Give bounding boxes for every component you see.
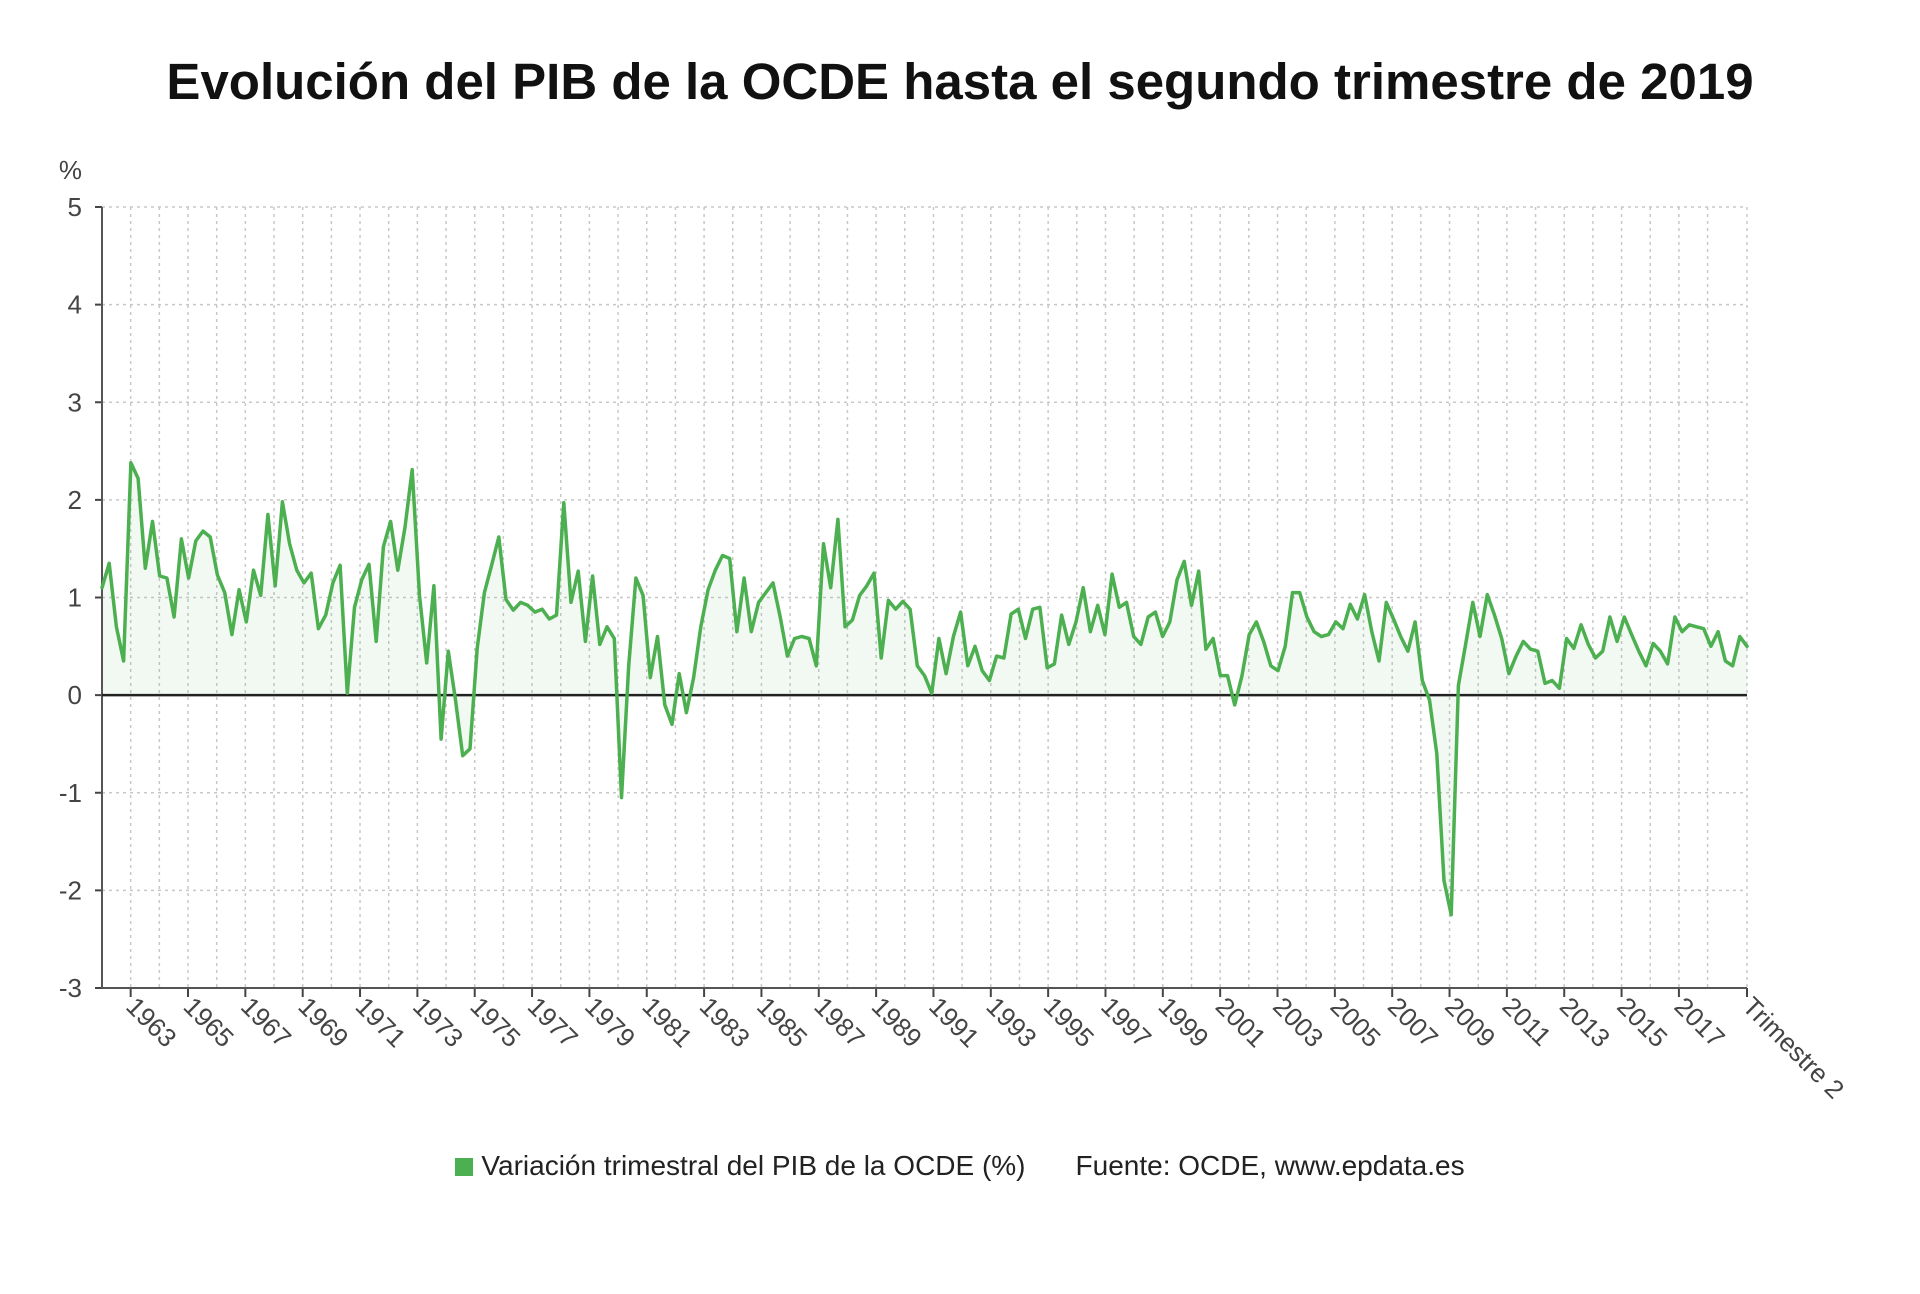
- series-line-group: [100, 461, 1749, 917]
- x-tick-label: 1987: [809, 991, 871, 1053]
- y-tick-label: 5: [68, 192, 82, 222]
- legend-swatch: [455, 1158, 474, 1176]
- legend: Variación trimestral del PIB de la OCDE …: [0, 1150, 1920, 1182]
- y-axis-label: %: [59, 155, 82, 185]
- chart-title: Evolución del PIB de la OCDE hasta el se…: [166, 53, 1754, 110]
- x-tick-label: Trimestre 2: [1737, 991, 1850, 1104]
- x-tick-label: 1973: [407, 991, 469, 1053]
- x-tick-label: 1967: [235, 991, 297, 1053]
- area-fill: [102, 462, 1747, 915]
- x-tick-label: 2001: [1210, 991, 1272, 1053]
- x-tick-label: 1999: [1153, 991, 1215, 1053]
- x-tick-label: 2005: [1325, 991, 1387, 1053]
- x-tick-label: 1993: [981, 991, 1043, 1053]
- x-tick-label: 1965: [178, 991, 240, 1053]
- x-tick-label: 2015: [1611, 991, 1673, 1053]
- x-tick-label: 1989: [866, 991, 928, 1053]
- x-tick-label: 1981: [637, 991, 699, 1053]
- x-tick-label: 2007: [1382, 991, 1444, 1053]
- x-tick-label: 1977: [522, 991, 584, 1053]
- grid: [102, 206, 1748, 989]
- y-tick-label: -3: [59, 973, 82, 1003]
- x-tick-label: 2003: [1267, 991, 1329, 1053]
- series-area: [102, 462, 1747, 915]
- x-tick-label: 1969: [292, 991, 354, 1053]
- y-tick-label: -2: [59, 875, 82, 905]
- y-tick-label: 0: [68, 680, 82, 710]
- x-tick-label: 1963: [120, 991, 182, 1053]
- y-tick-label: 2: [68, 485, 82, 515]
- y-tick-label: 1: [68, 583, 82, 613]
- legend-label: Variación trimestral del PIB de la OCDE …: [481, 1150, 1026, 1181]
- x-tick-label: 1995: [1038, 991, 1100, 1053]
- y-tick-label: -1: [59, 778, 82, 808]
- x-tick-label: 1971: [350, 991, 412, 1053]
- axes: [95, 206, 1748, 997]
- x-tick-label: 1979: [579, 991, 641, 1053]
- source-note: Fuente: OCDE, www.epdata.es: [1075, 1150, 1465, 1181]
- x-tick-label: 1975: [464, 991, 526, 1053]
- x-tick-label: 2011: [1497, 991, 1558, 1052]
- x-tick-label: 2013: [1554, 991, 1616, 1053]
- y-tick-label: 4: [68, 290, 82, 320]
- x-tick-label: 1983: [694, 991, 756, 1053]
- x-tick-label: 1991: [923, 991, 985, 1053]
- series-line: [100, 461, 1749, 917]
- x-tick-label: 1997: [1095, 991, 1157, 1053]
- x-tick-label: 2009: [1439, 991, 1501, 1053]
- x-tick-label: 1985: [751, 991, 813, 1053]
- x-tick-label: 2017: [1669, 991, 1731, 1053]
- y-tick-label: 3: [68, 387, 82, 417]
